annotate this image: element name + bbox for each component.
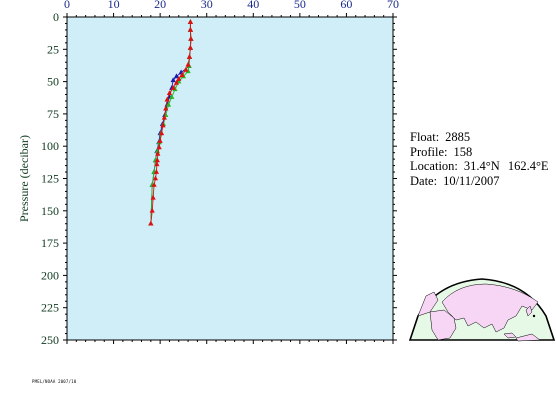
profile-row: Profile: 158: [410, 145, 549, 160]
y-tick-label: 150: [41, 204, 59, 218]
x-tick-label: 0: [64, 0, 70, 11]
data-point: [150, 194, 156, 200]
data-point: [173, 79, 180, 85]
y-axis-right: [393, 16, 397, 341]
map-land-indonesia: [503, 332, 517, 339]
x-tick-label: 60: [340, 0, 352, 11]
series-line: [150, 22, 192, 224]
float-label: Float:: [410, 130, 440, 144]
profile-value: 158: [453, 144, 473, 159]
data-point: [188, 35, 194, 41]
y-tick-label: 25: [47, 42, 59, 56]
plot-area: [67, 17, 393, 340]
y-tick-label: 250: [41, 333, 59, 347]
plot-frame: [66, 16, 394, 341]
map-land-greenland: [417, 291, 439, 317]
data-point: [157, 138, 163, 143]
data-point: [187, 45, 194, 50]
data-point: [166, 90, 173, 96]
map-land-australia: [515, 333, 541, 342]
float-info-panel: Float: 2885 Profile: 158 Location: 31.4°N 16…: [410, 130, 549, 188]
y-tick-label: 175: [41, 236, 59, 250]
footer-stamp: PMEL/NOAA 2007/10: [32, 379, 77, 384]
date-row: Date: 10/11/2007: [410, 174, 549, 189]
y-tick-label: 100: [41, 139, 59, 153]
y-tick-label: 75: [47, 107, 59, 121]
data-point: [156, 144, 162, 150]
data-point: [185, 61, 191, 67]
data-point: [187, 19, 194, 24]
data-point: [160, 122, 166, 128]
location-row: Location: 31.4°N 162.4°E: [410, 159, 549, 174]
location-map: [408, 278, 556, 342]
location-label: Location:: [410, 159, 458, 173]
location-lon: 162.4°E: [507, 159, 549, 173]
data-point: [154, 157, 160, 163]
float-position-marker: [532, 314, 536, 318]
y-tick-label: 225: [41, 301, 59, 315]
x-tick-label: 30: [201, 0, 213, 11]
date-value: 10/11/2007: [443, 173, 500, 188]
y-axis: 0 25 50 75 100 125 150 175 200 225 250: [41, 10, 67, 347]
float-row: Float: 2885: [410, 130, 549, 145]
location-lat: 31.4°N: [463, 159, 500, 173]
data-point: [161, 114, 167, 120]
data-point: [155, 150, 161, 156]
data-point: [176, 76, 182, 81]
data-point: [151, 181, 157, 187]
data-point: [186, 54, 193, 59]
x-tick-label: 20: [154, 0, 166, 11]
map-land-africa: [429, 309, 457, 341]
series-layer: [148, 19, 194, 226]
y-tick-label: 200: [41, 268, 59, 282]
date-label: Date:: [410, 173, 438, 188]
data-point: [173, 73, 180, 79]
data-point: [185, 68, 191, 74]
x-tick-label: 70: [387, 0, 399, 11]
data-point: [179, 72, 185, 77]
data-point: [164, 96, 170, 102]
x-axis-bottom: [66, 340, 394, 344]
float-value: 2885: [445, 130, 471, 144]
data-point: [153, 169, 160, 174]
data-point: [169, 94, 175, 99]
data-point: [152, 175, 159, 181]
series-2: [148, 19, 194, 226]
y-tick-label: 0: [53, 10, 59, 24]
data-point: [148, 220, 154, 226]
profile-label: Profile:: [410, 144, 448, 159]
x-tick-label: 50: [294, 0, 306, 11]
map-land-japan: [525, 305, 533, 317]
x-tick-label: 10: [108, 0, 120, 11]
data-point: [165, 101, 172, 107]
x-axis-top: 0 10 20 30 40 50 60 70: [64, 0, 399, 17]
data-point: [149, 207, 155, 213]
x-tick-label: 40: [247, 0, 259, 11]
data-point: [187, 26, 194, 32]
data-point: [163, 105, 169, 111]
y-tick-label: 125: [41, 172, 59, 186]
data-point: [154, 161, 160, 167]
data-point: [170, 85, 176, 90]
y-tick-label: 50: [47, 75, 59, 89]
data-point: [170, 77, 176, 83]
data-point: [183, 66, 189, 72]
y-axis-label: Pressure (decibar): [17, 135, 31, 222]
map-land-eurasia: [441, 283, 539, 333]
data-point: [158, 130, 165, 136]
